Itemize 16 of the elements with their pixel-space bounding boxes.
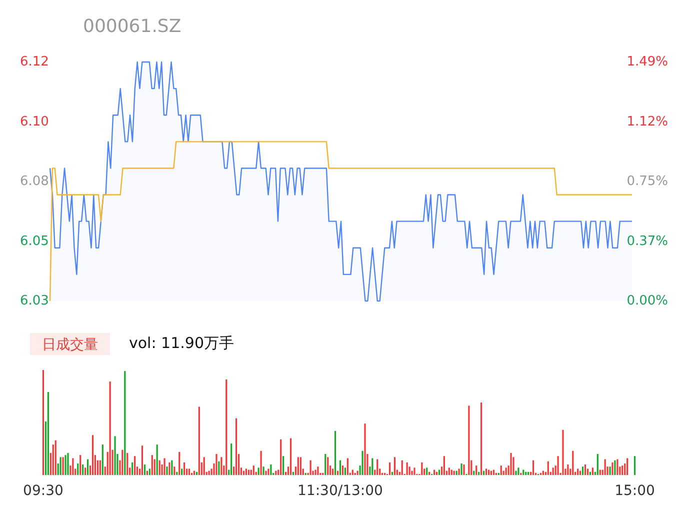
x-tick-label: 15:00 bbox=[614, 483, 655, 499]
y2-tick-label: 1.12% bbox=[626, 114, 668, 130]
y-tick-label: 6.12 bbox=[20, 54, 49, 70]
y-tick-label: 6.08 bbox=[20, 174, 49, 190]
chart-title: 000061.SZ bbox=[83, 16, 182, 37]
y-tick-label: 6.05 bbox=[20, 234, 49, 249]
chart-subtitle: vol: 11.90万手 bbox=[129, 334, 234, 352]
x-tick-label: 09:30 bbox=[23, 483, 64, 499]
y-tick-label: 6.03 bbox=[20, 294, 49, 309]
y-tick-label: 6.10 bbox=[20, 114, 49, 130]
y2-tick-label: 1.49% bbox=[626, 54, 668, 70]
x-tick-label: 11:30/13:00 bbox=[298, 483, 383, 499]
y2-tick-label: 0.75% bbox=[626, 174, 668, 190]
y2-tick-label: 0.37% bbox=[626, 234, 668, 249]
y2-tick-label: 0.00% bbox=[626, 294, 668, 309]
chart-title: 日成交量 bbox=[42, 337, 98, 353]
